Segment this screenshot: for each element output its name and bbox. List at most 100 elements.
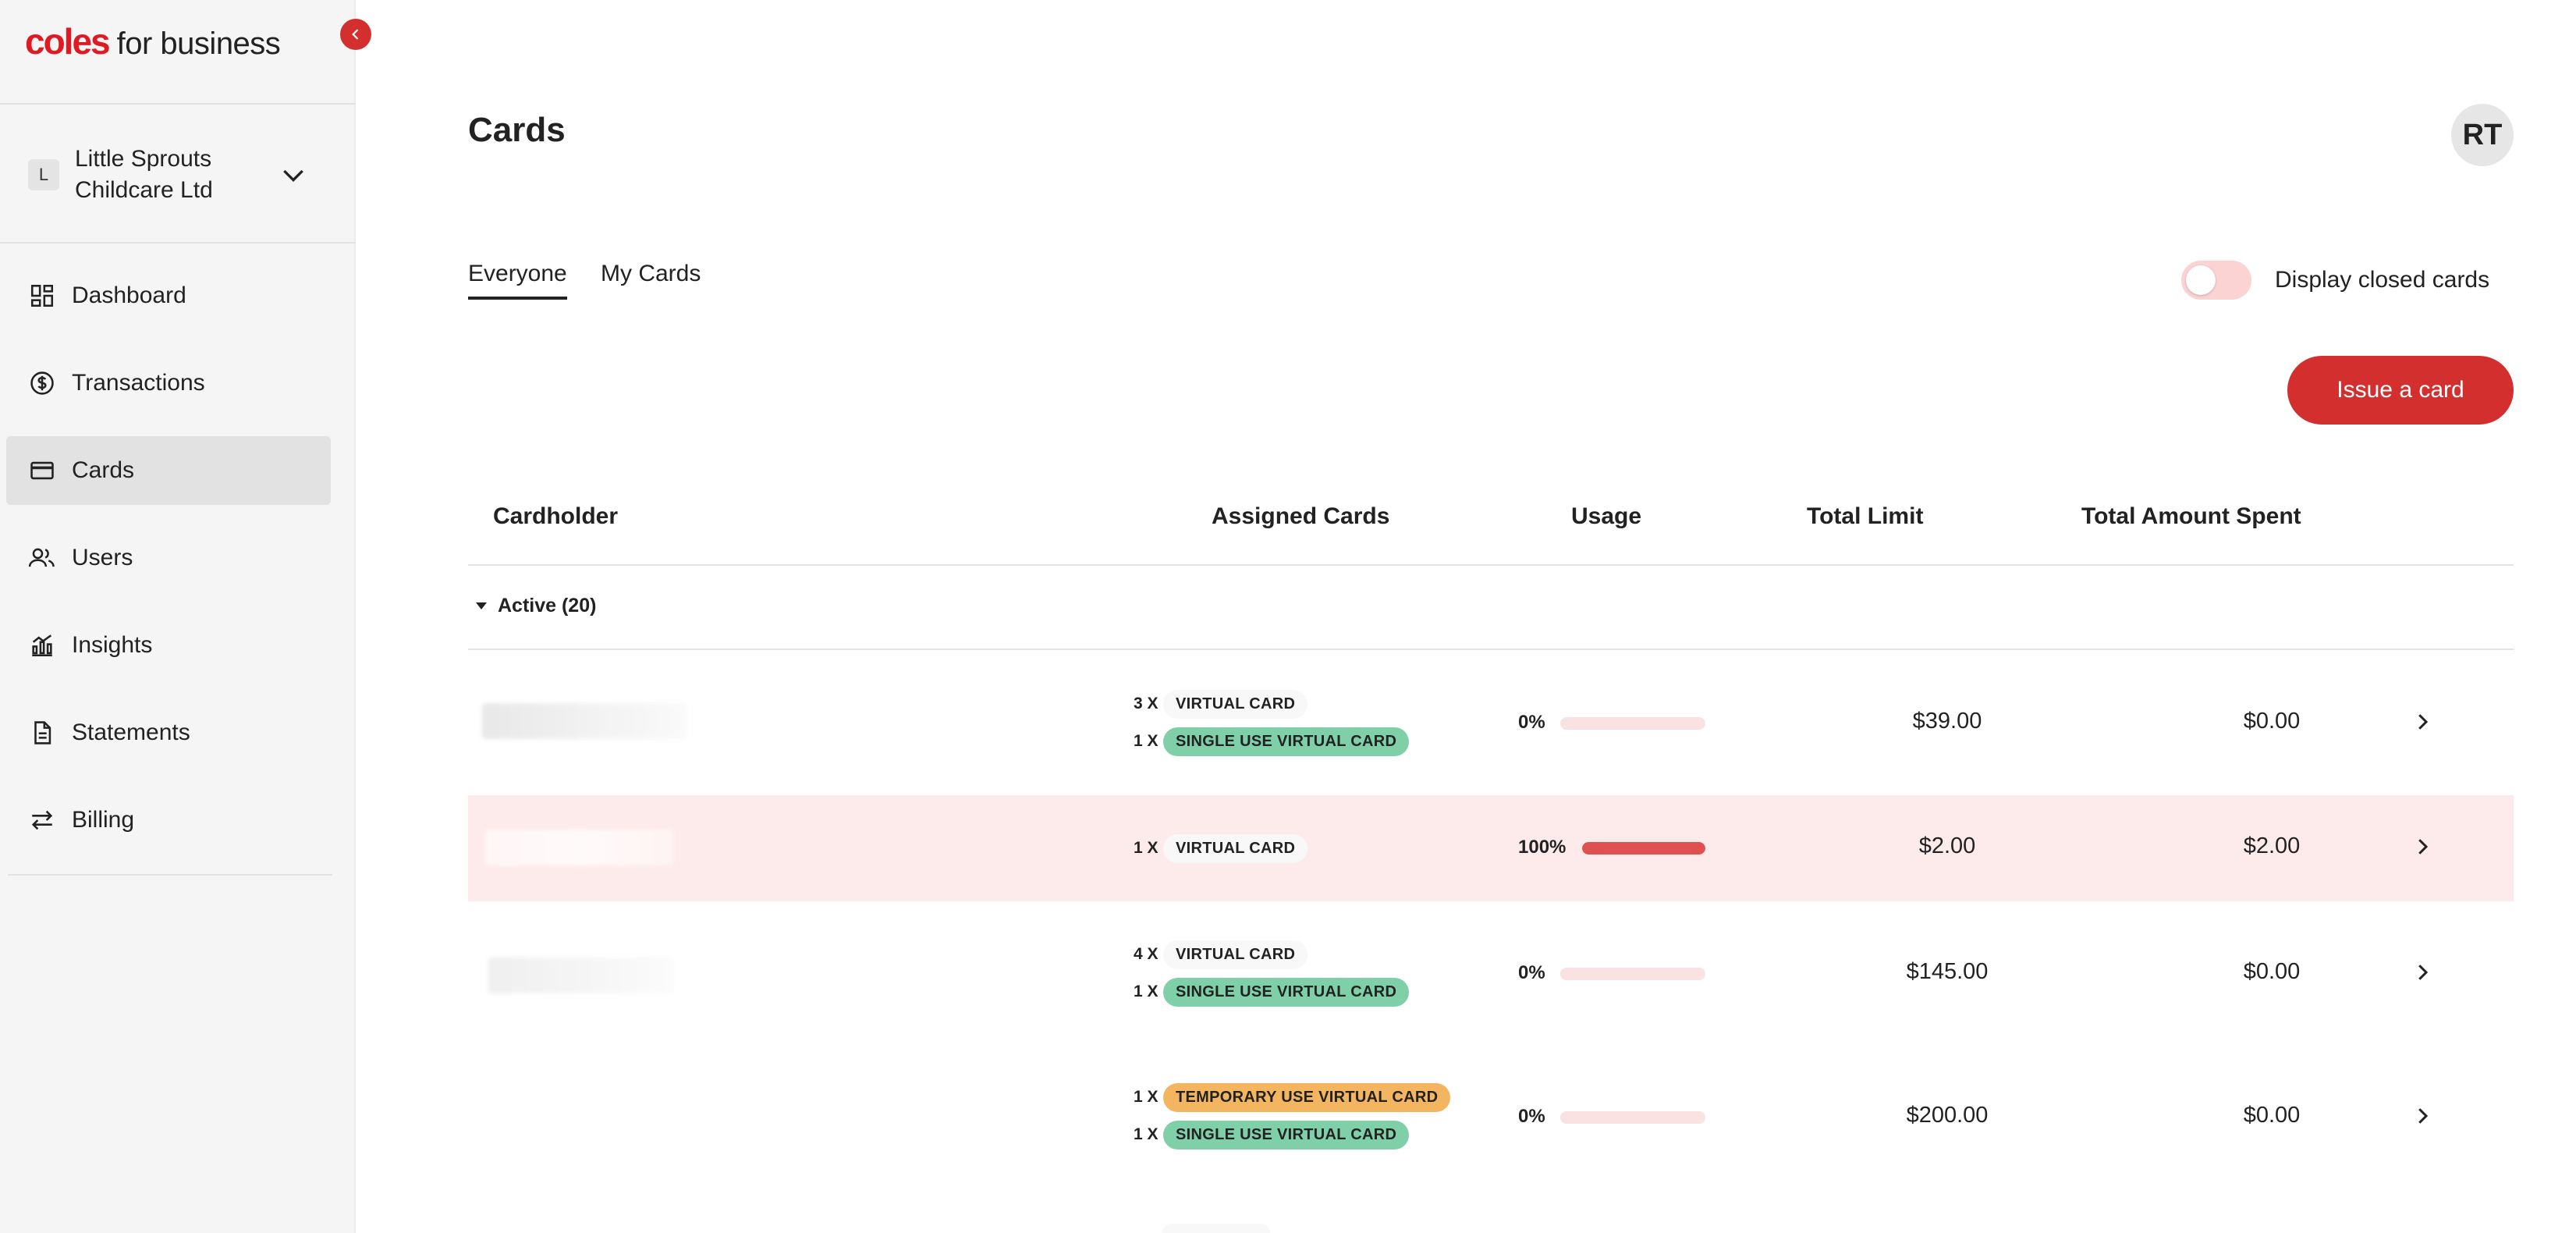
card-quantity: 1 X: [1134, 1088, 1158, 1106]
total-limit: $39.00: [1912, 709, 1982, 734]
column-header-cardholder[interactable]: Cardholder: [493, 503, 619, 529]
logo-business-text: for business: [116, 27, 281, 61]
group-divider: [468, 648, 2514, 650]
table-row[interactable]: 4 X VIRTUAL CARD 1 X SINGLE USE VIRTUAL …: [468, 901, 2514, 1045]
card-quantity: 1 X: [1134, 839, 1158, 857]
cardholder-name-redacted: [482, 703, 687, 739]
usage-percent: 0%: [1518, 712, 1545, 733]
table-row[interactable]: 1 X VIRTUAL CARD 100% $2.00 $2.00: [468, 795, 2514, 901]
coles-logo[interactable]: coles for business: [25, 20, 281, 62]
avatar[interactable]: RT: [2451, 104, 2514, 166]
sidebar-item-label: Cards: [72, 457, 135, 483]
card-type-badge-partial: [1162, 1224, 1270, 1233]
logo-coles-text: coles: [25, 21, 111, 62]
total-limit: $145.00: [1906, 959, 1989, 984]
sidebar-item-insights[interactable]: Insights: [6, 611, 331, 680]
total-spent: $2.00: [2243, 833, 2301, 858]
card-type-badge: VIRTUAL CARD: [1163, 833, 1308, 863]
assigned-card: 1 X TEMPORARY USE VIRTUAL CARD: [1134, 1082, 1451, 1113]
sidebar-item-label: Billing: [72, 807, 135, 833]
total-spent: $0.00: [2243, 959, 2301, 984]
card-type-badge: SINGLE USE VIRTUAL CARD: [1163, 977, 1410, 1007]
divider: [0, 242, 356, 243]
active-group-toggle[interactable]: Active (20): [476, 595, 596, 617]
tab-everyone[interactable]: Everyone: [468, 261, 567, 300]
total-limit: $200.00: [1906, 1103, 1989, 1128]
card-quantity: 1 X: [1134, 1125, 1158, 1143]
document-icon: [28, 719, 56, 747]
card-quantity: 1 X: [1134, 732, 1158, 750]
usage-bar: [1560, 717, 1705, 730]
assigned-card: 1 X SINGLE USE VIRTUAL CARD: [1134, 726, 1410, 757]
sidebar-item-statements[interactable]: Statements: [6, 698, 331, 767]
card-quantity: 4 X: [1134, 945, 1158, 963]
card-quantity: 3 X: [1134, 695, 1158, 712]
usage-bar: [1582, 842, 1705, 855]
group-label: Active (20): [498, 595, 597, 616]
usage-bar: [1560, 968, 1705, 980]
page-title: Cards: [468, 111, 566, 149]
card-type-badge: VIRTUAL CARD: [1163, 689, 1308, 719]
sidebar-item-users[interactable]: Users: [6, 524, 331, 592]
chevron-down-icon: [283, 169, 303, 183]
caret-down-icon: [476, 602, 487, 609]
credit-card-icon: [28, 457, 56, 485]
assigned-card: 4 X VIRTUAL CARD: [1134, 939, 1308, 970]
toggle-label: Display closed cards: [2275, 267, 2490, 293]
assigned-card: 1 X VIRTUAL CARD: [1134, 833, 1308, 864]
org-name: Little Sprouts Childcare Ltd: [75, 146, 213, 203]
org-switcher[interactable]: L Little Sprouts Childcare Ltd: [28, 140, 332, 209]
dashboard-icon: [28, 282, 56, 310]
card-type-badge: SINGLE USE VIRTUAL CARD: [1163, 1120, 1410, 1149]
chevron-right-icon[interactable]: [2411, 835, 2434, 858]
dollar-circle-icon: [28, 369, 56, 397]
card-type-badge: TEMPORARY USE VIRTUAL CARD: [1163, 1082, 1451, 1112]
cardholder-name-redacted: [488, 958, 672, 993]
collapse-sidebar-button[interactable]: [340, 19, 371, 50]
column-header-assigned-cards[interactable]: Assigned Cards: [1212, 503, 1390, 529]
assigned-card: 3 X VIRTUAL CARD: [1134, 688, 1308, 720]
display-closed-cards-toggle[interactable]: [2181, 261, 2251, 300]
assigned-card: 1 X SINGLE USE VIRTUAL CARD: [1134, 976, 1410, 1007]
sidebar-item-cards[interactable]: Cards: [6, 436, 331, 505]
total-spent: $0.00: [2243, 1103, 2301, 1128]
sidebar-item-label: Dashboard: [72, 282, 186, 308]
chevron-right-icon[interactable]: [2411, 710, 2434, 734]
divider: [0, 103, 356, 105]
toggle-knob: [2186, 265, 2216, 295]
usage-percent: 0%: [1518, 962, 1545, 983]
divider: [8, 874, 332, 876]
table-row[interactable]: 3 X VIRTUAL CARD 1 X SINGLE USE VIRTUAL …: [468, 650, 2514, 794]
card-type-badge: VIRTUAL CARD: [1163, 940, 1308, 969]
usage-percent: 0%: [1518, 1106, 1545, 1127]
sidebar-item-label: Statements: [72, 720, 190, 745]
usage-bar-fill: [1582, 842, 1705, 855]
sidebar: coles for business L Little Sprouts Chil…: [0, 0, 356, 1233]
assigned-card: 1 X SINGLE USE VIRTUAL CARD: [1134, 1119, 1410, 1150]
usage-bar: [1560, 1111, 1705, 1124]
card-quantity: 1 X: [1134, 982, 1158, 1000]
chevron-right-icon[interactable]: [2411, 961, 2434, 984]
usage-percent: 100%: [1518, 837, 1567, 858]
sidebar-item-transactions[interactable]: Transactions: [6, 349, 331, 418]
card-type-badge: SINGLE USE VIRTUAL CARD: [1163, 727, 1410, 756]
sidebar-item-dashboard[interactable]: Dashboard: [6, 261, 331, 330]
sidebar-item-label: Users: [72, 545, 133, 570]
users-icon: [28, 544, 56, 572]
column-header-total-limit[interactable]: Total Limit: [1807, 503, 1924, 529]
column-header-usage[interactable]: Usage: [1571, 503, 1642, 529]
sidebar-item-billing[interactable]: Billing: [6, 786, 331, 855]
table-row[interactable]: 1 X TEMPORARY USE VIRTUAL CARD 1 X SINGL…: [468, 1045, 2514, 1189]
table-header-divider: [468, 564, 2514, 566]
chevron-right-icon[interactable]: [2411, 1104, 2434, 1128]
issue-card-button[interactable]: Issue a card: [2287, 356, 2514, 425]
sidebar-item-label: Insights: [72, 632, 153, 658]
total-spent: $0.00: [2243, 709, 2301, 734]
sidebar-item-label: Transactions: [72, 370, 205, 396]
org-badge: L: [28, 159, 59, 190]
column-header-total-amount-spent[interactable]: Total Amount Spent: [2081, 503, 2301, 529]
cardholder-name-redacted: [485, 830, 674, 865]
tab-my-cards[interactable]: My Cards: [601, 261, 701, 286]
chevron-left-icon: [352, 29, 359, 40]
transfer-arrows-icon: [28, 806, 56, 834]
